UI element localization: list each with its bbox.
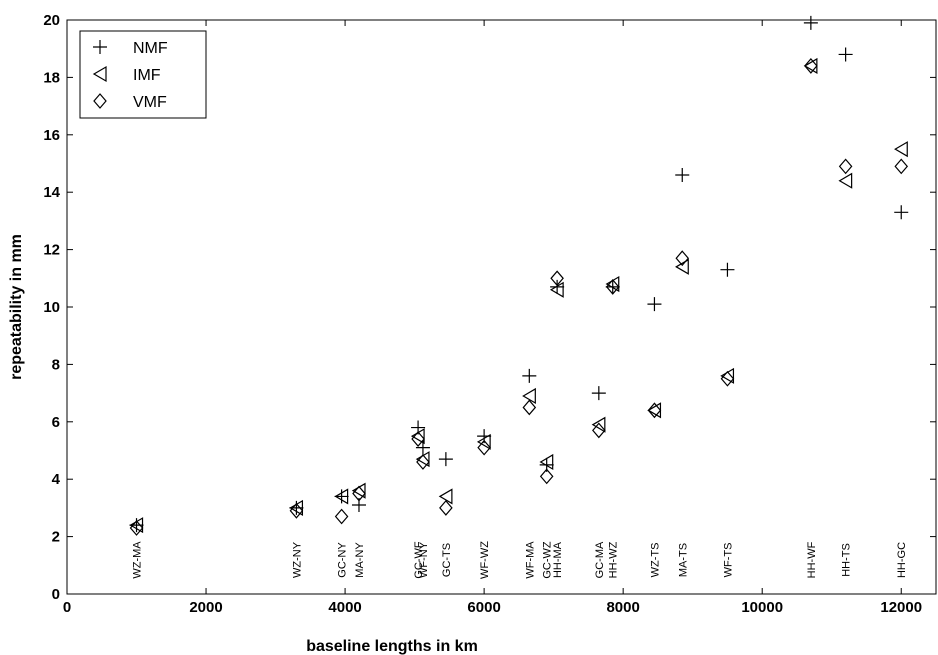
x-tick-label: 0 xyxy=(63,599,71,616)
vmf-point xyxy=(675,250,690,267)
imf-point xyxy=(438,488,453,505)
vmf-point xyxy=(289,502,304,519)
baseline-label: HH-MA xyxy=(552,541,564,578)
imf-point xyxy=(522,387,536,405)
imf-point xyxy=(675,258,689,275)
x-axis-label: baseline lengths in km xyxy=(306,638,478,655)
axis-ticks: 0 2000 4000 6000 8000 10000 12000 0 2 4 6 8 10 12 14 16… xyxy=(43,12,936,616)
y-tick-label: 20 xyxy=(43,12,60,29)
nmf-point xyxy=(334,489,349,504)
vmf-point xyxy=(592,422,606,439)
legend-marker-imf xyxy=(92,65,107,83)
baseline-label: HH-WF xyxy=(806,541,818,578)
baseline-label: HH-WZ xyxy=(608,541,620,578)
nmf-point xyxy=(438,452,453,467)
legend-marker-nmf xyxy=(93,40,107,54)
y-tick-label: 10 xyxy=(43,299,60,316)
legend-box xyxy=(79,30,207,119)
baseline-label: HH-TS xyxy=(841,543,853,577)
y-axis-label: repeatability in mm xyxy=(8,234,25,380)
imf-point xyxy=(539,453,554,471)
baseline-label: WF-TS xyxy=(722,543,734,578)
legend-label-nmf: NMF xyxy=(133,40,168,57)
vmf-point xyxy=(894,158,909,175)
imf-point xyxy=(591,416,606,433)
data-markers xyxy=(129,15,909,536)
baseline-label: MA-TS xyxy=(677,543,689,577)
x-tick-label: 2000 xyxy=(189,599,222,616)
y-tick-label: 8 xyxy=(52,356,60,373)
baseline-label: WZ-NY xyxy=(291,541,303,578)
x-tick-label: 8000 xyxy=(606,599,639,616)
vmf-point xyxy=(411,431,425,447)
nmf-point xyxy=(591,386,606,401)
vmf-point xyxy=(647,402,662,419)
imf-point xyxy=(894,141,908,158)
vmf-point xyxy=(605,278,620,295)
y-tick-label: 18 xyxy=(43,69,60,86)
plot-area xyxy=(66,19,937,595)
baseline-label: GC-TS xyxy=(441,543,453,577)
baseline-label: WF-WZ xyxy=(479,541,491,579)
vmf-point xyxy=(129,520,144,536)
vmf-point xyxy=(352,485,366,502)
baseline-label: HH-GC xyxy=(896,542,908,578)
x-tick-label: 12000 xyxy=(880,599,922,616)
vmf-point xyxy=(439,499,453,516)
baseline-label: GC-NY xyxy=(337,542,349,578)
vmf-point xyxy=(720,370,735,387)
y-tick-label: 14 xyxy=(43,184,60,201)
vmf-point xyxy=(804,57,818,74)
baseline-label: WF-MA xyxy=(524,541,536,579)
y-tick-label: 0 xyxy=(52,586,60,603)
y-tick-label: 4 xyxy=(52,471,61,488)
baseline-label: MA-NY xyxy=(354,542,366,578)
y-tick-label: 12 xyxy=(43,242,60,259)
baseline-label: GC-WZ xyxy=(542,541,554,579)
y-tick-label: 6 xyxy=(52,414,60,431)
imf-point xyxy=(549,281,564,298)
vmf-point xyxy=(838,158,853,175)
baseline-label: GC-MA xyxy=(594,541,606,578)
imf-point xyxy=(838,172,853,189)
baseline-label: WZ-MA xyxy=(132,541,144,579)
x-tick-label: 10000 xyxy=(741,599,783,616)
vmf-point xyxy=(477,439,491,456)
vmf-point xyxy=(539,468,554,485)
vmf-point xyxy=(334,508,349,525)
nmf-point xyxy=(675,167,690,182)
baseline-label: GC-WF xyxy=(413,541,425,579)
vmf-point xyxy=(416,454,430,470)
legend-label-vmf: VMF xyxy=(133,94,167,111)
y-tick-label: 16 xyxy=(43,127,60,144)
nmf-point xyxy=(803,15,818,30)
y-tick-label: 2 xyxy=(52,529,60,546)
legend: NMF IMF VMF xyxy=(79,30,207,119)
imf-point xyxy=(476,433,491,450)
nmf-point xyxy=(720,262,735,277)
imf-point xyxy=(334,488,349,505)
vmf-point xyxy=(550,270,564,287)
nmf-point xyxy=(838,47,853,62)
x-tick-label: 4000 xyxy=(328,599,361,616)
x-tick-label: 6000 xyxy=(467,599,500,616)
legend-marker-vmf xyxy=(93,93,107,109)
baseline-label: WZ-TS xyxy=(649,543,661,578)
nmf-point xyxy=(894,205,909,220)
legend-label-imf: IMF xyxy=(133,67,161,84)
baseline-label: WF-NY xyxy=(418,541,430,578)
nmf-point xyxy=(522,368,537,383)
nmf-point xyxy=(647,297,662,312)
vmf-point xyxy=(522,399,537,416)
